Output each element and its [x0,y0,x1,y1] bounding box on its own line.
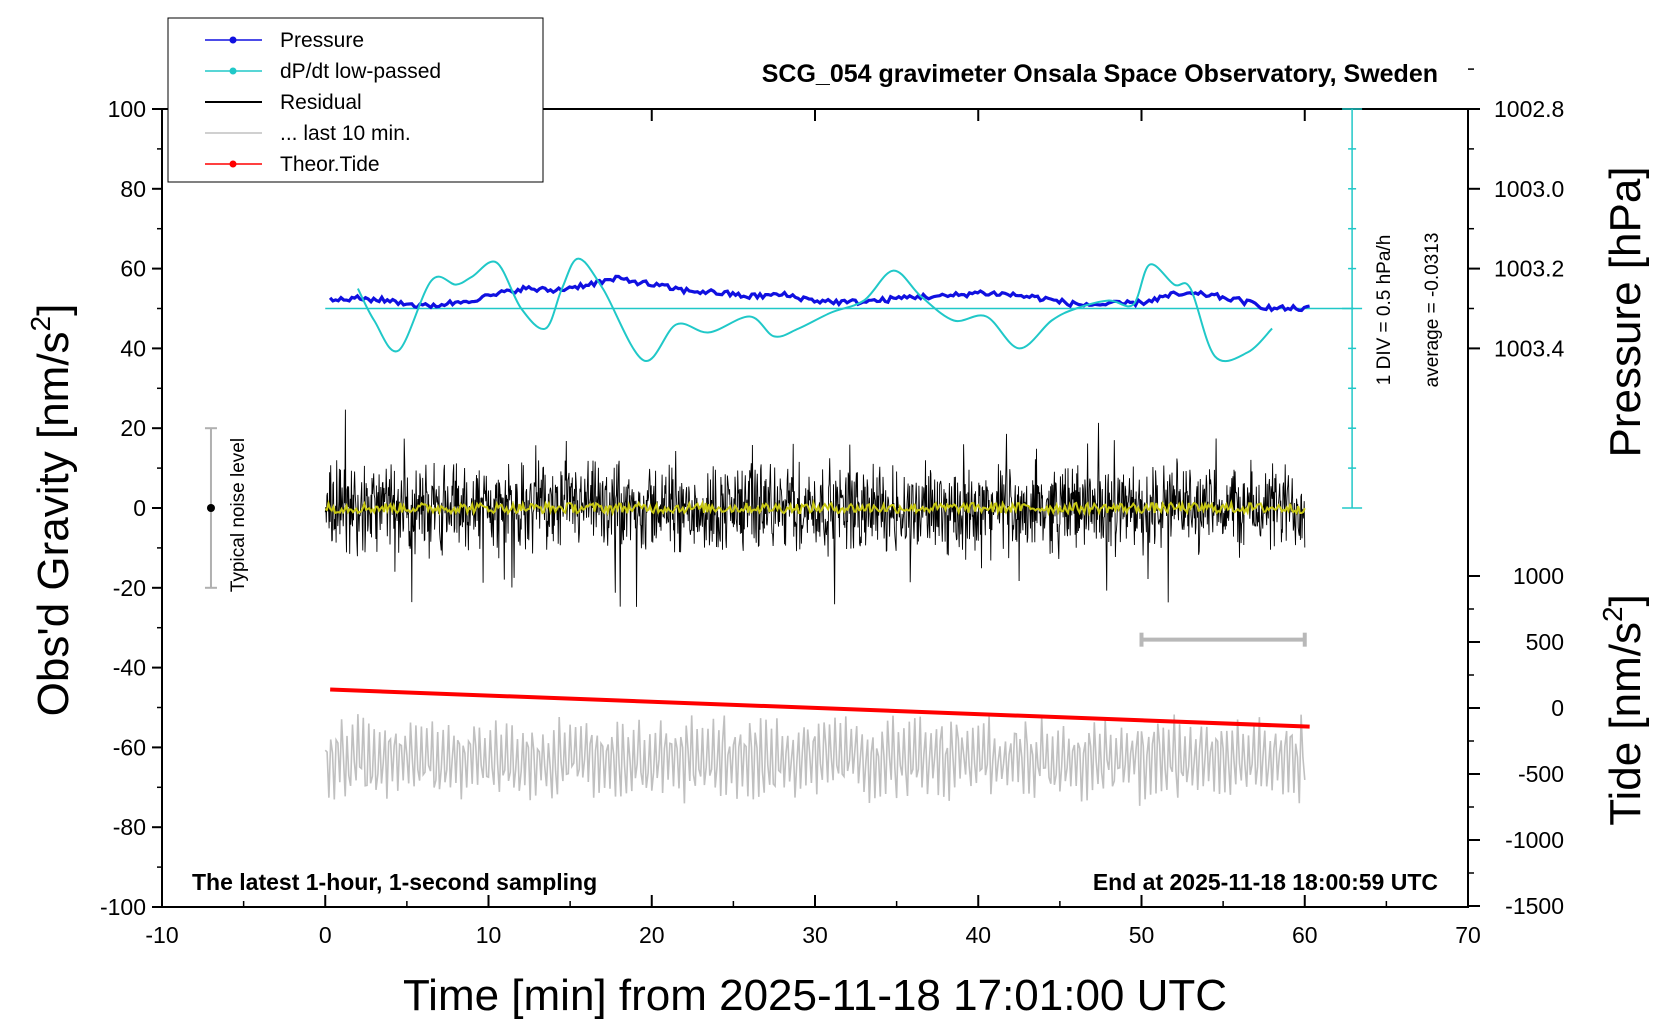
legend-marker [229,67,237,75]
pressure-tick-label: 1002.8 [1494,96,1564,122]
y-tick-label: 0 [133,495,146,521]
axes-layer: -10 0 10 20 30 40 50 60 70100806040200-20-40-60-… [100,68,1565,948]
noise-level-label: Typical noise level [228,438,249,592]
pressure-tick-label: 1003.4 [1494,335,1565,361]
scale-div-label: 1 DIV = 0.5 hPa/h [1374,235,1395,386]
series-layer [204,108,1363,806]
x-tick-label: -10 [145,922,178,948]
x-tick-label: 30 [802,922,828,948]
tide-tick-label: 0 [1551,695,1564,721]
x-tick-label: 0 [319,922,332,948]
x-tick-label: 50 [1129,922,1155,948]
x-tick-label: 10 [476,922,502,948]
x-tick-label: 70 [1455,922,1481,948]
legend-entries: Pressure dP/dt low-passed Residual ... last… [205,29,441,176]
legend-label: Residual [280,91,362,114]
legend-box [167,17,544,183]
legend-label: Pressure [280,29,364,52]
annotation-bottom-right: End at 2025-11-18 18:00:59 UTC [1093,869,1438,895]
x-tick-label: 20 [639,922,665,948]
pressure-tick-label: 1003.0 [1494,176,1564,202]
y-axis-title-pressure: Pressure [hPa] [1601,166,1650,457]
y-tick-label: -60 [113,734,146,760]
x-tick-label: 40 [965,922,991,948]
y-tick-label: -80 [113,814,146,840]
last10-line [324,714,1306,806]
tide-tick-label: -1000 [1505,827,1564,853]
legend-label: Theor.Tide [280,153,380,176]
y-tick-label: 80 [120,176,146,202]
residual-line [324,409,1306,607]
y-tick-label: -20 [113,575,146,601]
x-tick-label: 60 [1292,922,1318,948]
legend-label: dP/dt low-passed [280,60,441,83]
legend-label: ... last 10 min. [280,122,411,145]
legend: Pressure dP/dt low-passed Residual ... last… [167,17,544,183]
x-axis-title: Time [min] from 2025-11-18 17:01:00 UTC [403,971,1227,1020]
tide-line [330,687,1310,729]
y-tick-label: -100 [100,894,146,920]
tide-tick-label: 1000 [1513,563,1564,589]
noise-dot [206,504,215,512]
pressure-tick-label: 1003.2 [1494,256,1564,282]
y-tick-label: -40 [113,655,146,681]
dpdt-line [357,257,1273,363]
y-axis-title-tide-main: Tide [nm/s [1601,622,1650,826]
y-axis-title-left-end: ] [29,304,78,316]
pressure-line [328,274,1310,313]
annotation-bottom-left: The latest 1-hour, 1-second sampling [192,869,597,895]
tide-tick-label: -500 [1518,761,1564,787]
y-tick-label: 60 [120,256,146,282]
y-tick-label: 20 [120,415,146,441]
legend-marker [229,160,237,168]
y-axis-title-left-main: Obs'd Gravity [nm/s [29,331,78,716]
y-axis-title-tide-sup: 2 [1597,606,1628,622]
y-tick-label: 100 [108,96,146,122]
y-axis-title-left-sup: 2 [25,316,56,332]
y-tick-label: 40 [120,335,146,361]
chart-title: SCG_054 gravimeter Onsala Space Observat… [762,60,1438,88]
tide-tick-label: -1500 [1505,893,1564,919]
y-axis-title-left: Obs'd Gravity [nm/s2] [25,304,78,717]
y-axis-title-tide: Tide [nm/s2] [1597,594,1650,826]
y-axis-title-tide-end: ] [1601,594,1650,606]
tide-tick-label: 500 [1526,629,1564,655]
legend-marker [229,36,237,44]
average-label: average = -0.0313 [1422,233,1443,388]
residual-smoothed-line [324,498,1306,517]
